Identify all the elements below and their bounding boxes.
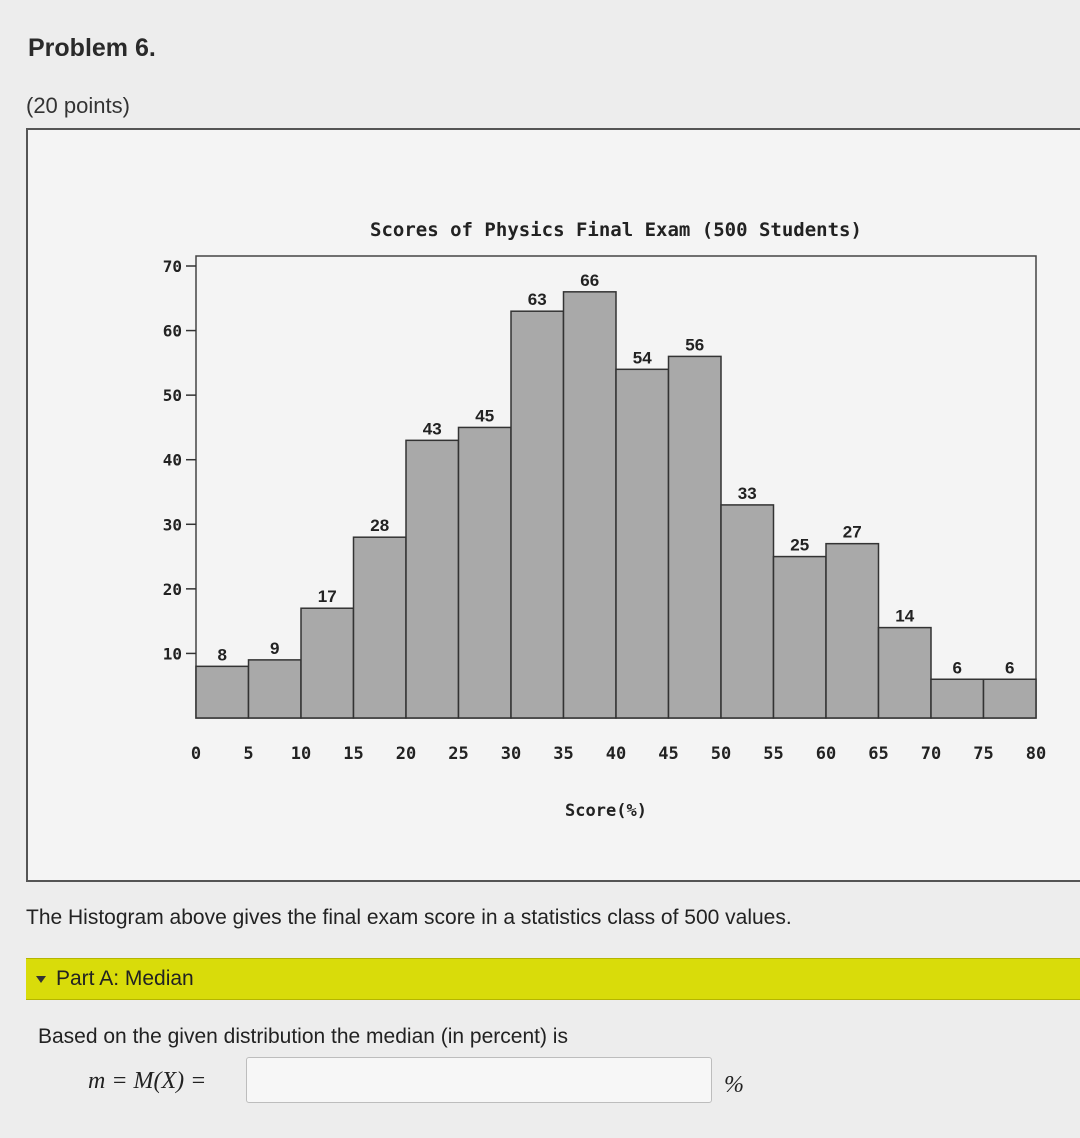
caret-down-icon[interactable] [36, 975, 46, 983]
bar-value-label: 33 [738, 484, 757, 503]
percent-unit: % [724, 1072, 744, 1098]
bars-group [195, 291, 1037, 719]
bar-value-label: 54 [633, 348, 652, 367]
description-text: The Histogram above gives the final exam… [26, 906, 792, 929]
x-tick-label: 70 [921, 744, 941, 764]
x-tick-label: 0 [191, 744, 201, 764]
bar-value-label: 6 [1005, 658, 1014, 677]
x-tick-label: 45 [658, 744, 678, 764]
bar-value-label: 14 [895, 607, 914, 626]
bar-value-label: 66 [580, 271, 599, 290]
bar-value-label: 8 [218, 645, 227, 664]
median-formula: m = M(X) = [88, 1068, 207, 1094]
histogram-figure: Scores of Physics Final Exam (500 Studen… [26, 128, 1080, 882]
histogram-bar [982, 678, 1037, 719]
bar-value-label: 43 [423, 419, 442, 438]
histogram-bar [195, 665, 250, 719]
x-tick-label: 65 [868, 744, 888, 764]
part-a-label: Part A: Median [56, 967, 194, 990]
bar-value-label: 63 [528, 290, 547, 309]
x-axis-label: Score(%) [565, 801, 647, 821]
x-tick-label: 40 [606, 744, 626, 764]
bar-value-label: 45 [475, 406, 494, 425]
x-tick-label: 30 [501, 744, 521, 764]
x-tick-label: 50 [711, 744, 731, 764]
x-axis: 0 5 10 15 20 25 30 35 40 45 50 55 60 65 70 75 80 [191, 744, 1046, 764]
y-tick-label: 70 [163, 257, 182, 276]
x-tick-label: 25 [448, 744, 468, 764]
bar-value-label: 17 [318, 587, 337, 606]
bar-value-label: 28 [370, 516, 389, 535]
problem-title: Problem 6. [28, 34, 156, 62]
x-tick-label: 55 [763, 744, 783, 764]
histogram-bar [247, 659, 302, 719]
bar-value-label: 25 [790, 536, 809, 555]
histogram-chart: Scores of Physics Final Exam (500 Studen… [163, 219, 1047, 821]
y-tick-label: 50 [163, 386, 182, 405]
y-tick-label: 30 [163, 515, 182, 534]
bar-value-label: 56 [685, 335, 704, 354]
histogram-bar [720, 504, 775, 719]
x-tick-label: 80 [1026, 744, 1046, 764]
x-tick-label: 15 [343, 744, 363, 764]
histogram-bar [405, 439, 460, 719]
x-tick-label: 35 [553, 744, 573, 764]
histogram-bar [877, 626, 932, 719]
histogram-bar [930, 678, 985, 719]
y-tick-label: 40 [163, 451, 182, 470]
y-tick-label: 10 [163, 644, 182, 663]
x-tick-label: 5 [243, 744, 253, 764]
histogram-bar [615, 368, 670, 719]
y-tick-label: 60 [163, 322, 182, 341]
histogram-bar [562, 291, 617, 719]
question-text: Based on the given distribution the medi… [38, 1025, 568, 1048]
bar-value-label: 27 [843, 523, 862, 542]
x-tick-label: 10 [291, 744, 311, 764]
bar-value-label: 9 [270, 639, 279, 658]
histogram-bar [667, 355, 722, 719]
bar-value-label: 6 [953, 658, 962, 677]
histogram-bar [300, 607, 355, 719]
points-label: (20 points) [26, 93, 130, 118]
x-tick-label: 20 [396, 744, 416, 764]
y-tick-label: 20 [163, 580, 182, 599]
median-answer-input[interactable] [246, 1057, 712, 1103]
x-tick-label: 75 [973, 744, 993, 764]
histogram-bar [825, 542, 880, 719]
x-tick-label: 60 [816, 744, 836, 764]
histogram-bar [772, 555, 827, 719]
histogram-bar [457, 426, 512, 719]
chart-title: Scores of Physics Final Exam (500 Studen… [370, 219, 862, 241]
histogram-bar [352, 536, 407, 719]
histogram-bar [510, 310, 565, 719]
part-a-header[interactable]: Part A: Median [26, 958, 1080, 1000]
y-axis: 10 20 30 40 50 60 70 [163, 257, 196, 663]
